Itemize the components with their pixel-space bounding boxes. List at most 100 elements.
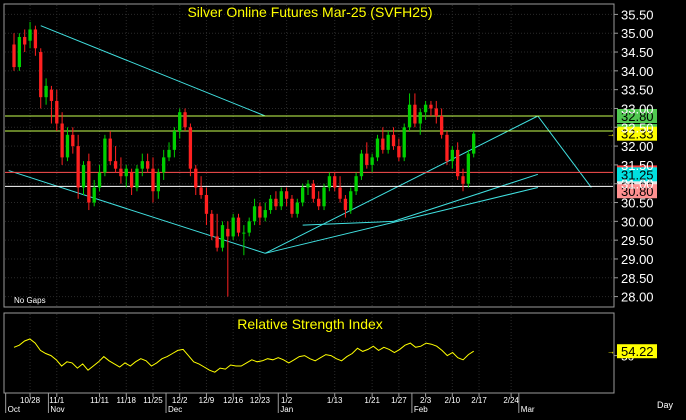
candle-body[interactable] bbox=[23, 36, 27, 45]
candle-body[interactable] bbox=[338, 187, 342, 199]
candle-body[interactable] bbox=[44, 85, 48, 98]
candle-body[interactable] bbox=[252, 206, 257, 222]
candle-body[interactable] bbox=[295, 202, 299, 214]
candle-body[interactable] bbox=[188, 127, 193, 169]
candle-body[interactable] bbox=[33, 29, 38, 49]
trendline[interactable] bbox=[393, 173, 538, 222]
candle-body[interactable] bbox=[429, 104, 433, 109]
candle-body[interactable] bbox=[381, 138, 385, 150]
candle-body[interactable] bbox=[65, 134, 70, 158]
candle-body[interactable] bbox=[311, 183, 316, 199]
candle-body[interactable] bbox=[151, 168, 155, 192]
candle-body[interactable] bbox=[39, 52, 43, 98]
candle-body[interactable] bbox=[274, 198, 278, 207]
candle-body[interactable] bbox=[60, 123, 64, 158]
candle-body[interactable] bbox=[423, 104, 428, 113]
candle-body[interactable] bbox=[140, 161, 144, 169]
candle-body[interactable] bbox=[71, 134, 75, 147]
candle-body[interactable] bbox=[397, 146, 401, 158]
candle-body[interactable] bbox=[370, 157, 374, 165]
candle-body[interactable] bbox=[12, 44, 16, 68]
candle-body[interactable] bbox=[375, 138, 380, 158]
candle-body[interactable] bbox=[327, 176, 332, 188]
candle-body[interactable] bbox=[226, 228, 230, 237]
candle-body[interactable] bbox=[407, 104, 412, 128]
candle-body[interactable] bbox=[119, 168, 123, 177]
candle-body[interactable] bbox=[103, 138, 107, 173]
candle-body[interactable] bbox=[268, 198, 273, 211]
candle-body[interactable] bbox=[231, 217, 235, 237]
candle-body[interactable] bbox=[55, 100, 59, 124]
candle-body[interactable] bbox=[135, 168, 139, 188]
candle-body[interactable] bbox=[290, 198, 294, 214]
candle-body[interactable] bbox=[258, 206, 262, 218]
candle-body[interactable] bbox=[162, 157, 166, 173]
candle-body[interactable] bbox=[466, 153, 471, 184]
candle-body[interactable] bbox=[113, 161, 118, 169]
candle-body[interactable] bbox=[108, 138, 112, 162]
candle-body[interactable] bbox=[445, 134, 449, 162]
candle-body[interactable] bbox=[300, 187, 305, 203]
candle-body[interactable] bbox=[194, 168, 198, 188]
candle-body[interactable] bbox=[386, 134, 390, 150]
candle-body[interactable] bbox=[263, 210, 267, 218]
candle-body[interactable] bbox=[129, 172, 134, 188]
candle-body[interactable] bbox=[76, 146, 80, 188]
rsi-line[interactable] bbox=[13, 338, 474, 373]
candle-body[interactable] bbox=[87, 161, 91, 203]
candle-body[interactable] bbox=[145, 161, 150, 169]
candle-body[interactable] bbox=[178, 112, 182, 132]
candle-body[interactable] bbox=[236, 217, 241, 233]
date-tick-label: 1/21 bbox=[364, 396, 380, 405]
trendline[interactable] bbox=[265, 115, 539, 254]
candle-body[interactable] bbox=[279, 191, 283, 207]
trendline[interactable] bbox=[302, 220, 394, 226]
candle-body[interactable] bbox=[402, 127, 406, 158]
candle-body[interactable] bbox=[418, 112, 422, 124]
trendline[interactable] bbox=[40, 25, 266, 117]
candle-body[interactable] bbox=[450, 149, 454, 162]
candle-body[interactable] bbox=[210, 213, 214, 237]
candle-body[interactable] bbox=[220, 225, 225, 248]
candle-body[interactable] bbox=[183, 112, 187, 128]
candle-body[interactable] bbox=[343, 198, 348, 211]
candle-body[interactable] bbox=[97, 172, 102, 188]
candle-body[interactable] bbox=[167, 149, 171, 158]
candle-body[interactable] bbox=[317, 198, 321, 207]
candle-body[interactable] bbox=[247, 221, 251, 233]
candle-body[interactable] bbox=[284, 191, 289, 199]
candle-body[interactable] bbox=[215, 236, 219, 248]
candle-body[interactable] bbox=[204, 195, 209, 214]
trendline[interactable] bbox=[265, 186, 538, 254]
price-panel[interactable] bbox=[3, 3, 615, 308]
candle-body[interactable] bbox=[17, 36, 22, 68]
candle-body[interactable] bbox=[322, 187, 326, 207]
candle-body[interactable] bbox=[124, 168, 128, 177]
candle-body[interactable] bbox=[439, 115, 444, 135]
candle-body[interactable] bbox=[456, 149, 460, 177]
candle-body[interactable] bbox=[349, 191, 353, 211]
candle-body[interactable] bbox=[49, 89, 54, 101]
rsi-panel[interactable] bbox=[3, 312, 615, 394]
trendline[interactable] bbox=[537, 115, 592, 188]
candle-body[interactable] bbox=[92, 187, 96, 203]
candle-body[interactable] bbox=[413, 104, 417, 124]
candle-body[interactable] bbox=[472, 133, 476, 154]
candle-body[interactable] bbox=[333, 176, 337, 188]
candle-body[interactable] bbox=[365, 153, 369, 165]
candle-body[interactable] bbox=[81, 164, 86, 188]
price-tick-label: 29.50 bbox=[621, 233, 654, 248]
level-badge-label: 32.80 bbox=[621, 109, 654, 124]
candle-body[interactable] bbox=[434, 108, 438, 116]
candle-body[interactable] bbox=[242, 232, 246, 234]
candle-body[interactable] bbox=[461, 176, 465, 184]
candle-body[interactable] bbox=[306, 183, 310, 188]
candle-body[interactable] bbox=[156, 172, 160, 192]
candle-body[interactable] bbox=[199, 187, 203, 196]
candle-body[interactable] bbox=[359, 153, 364, 177]
candle-body[interactable] bbox=[391, 134, 396, 147]
candle-body[interactable] bbox=[28, 29, 32, 41]
candle-body[interactable] bbox=[354, 176, 358, 192]
candle-body[interactable] bbox=[172, 131, 177, 150]
